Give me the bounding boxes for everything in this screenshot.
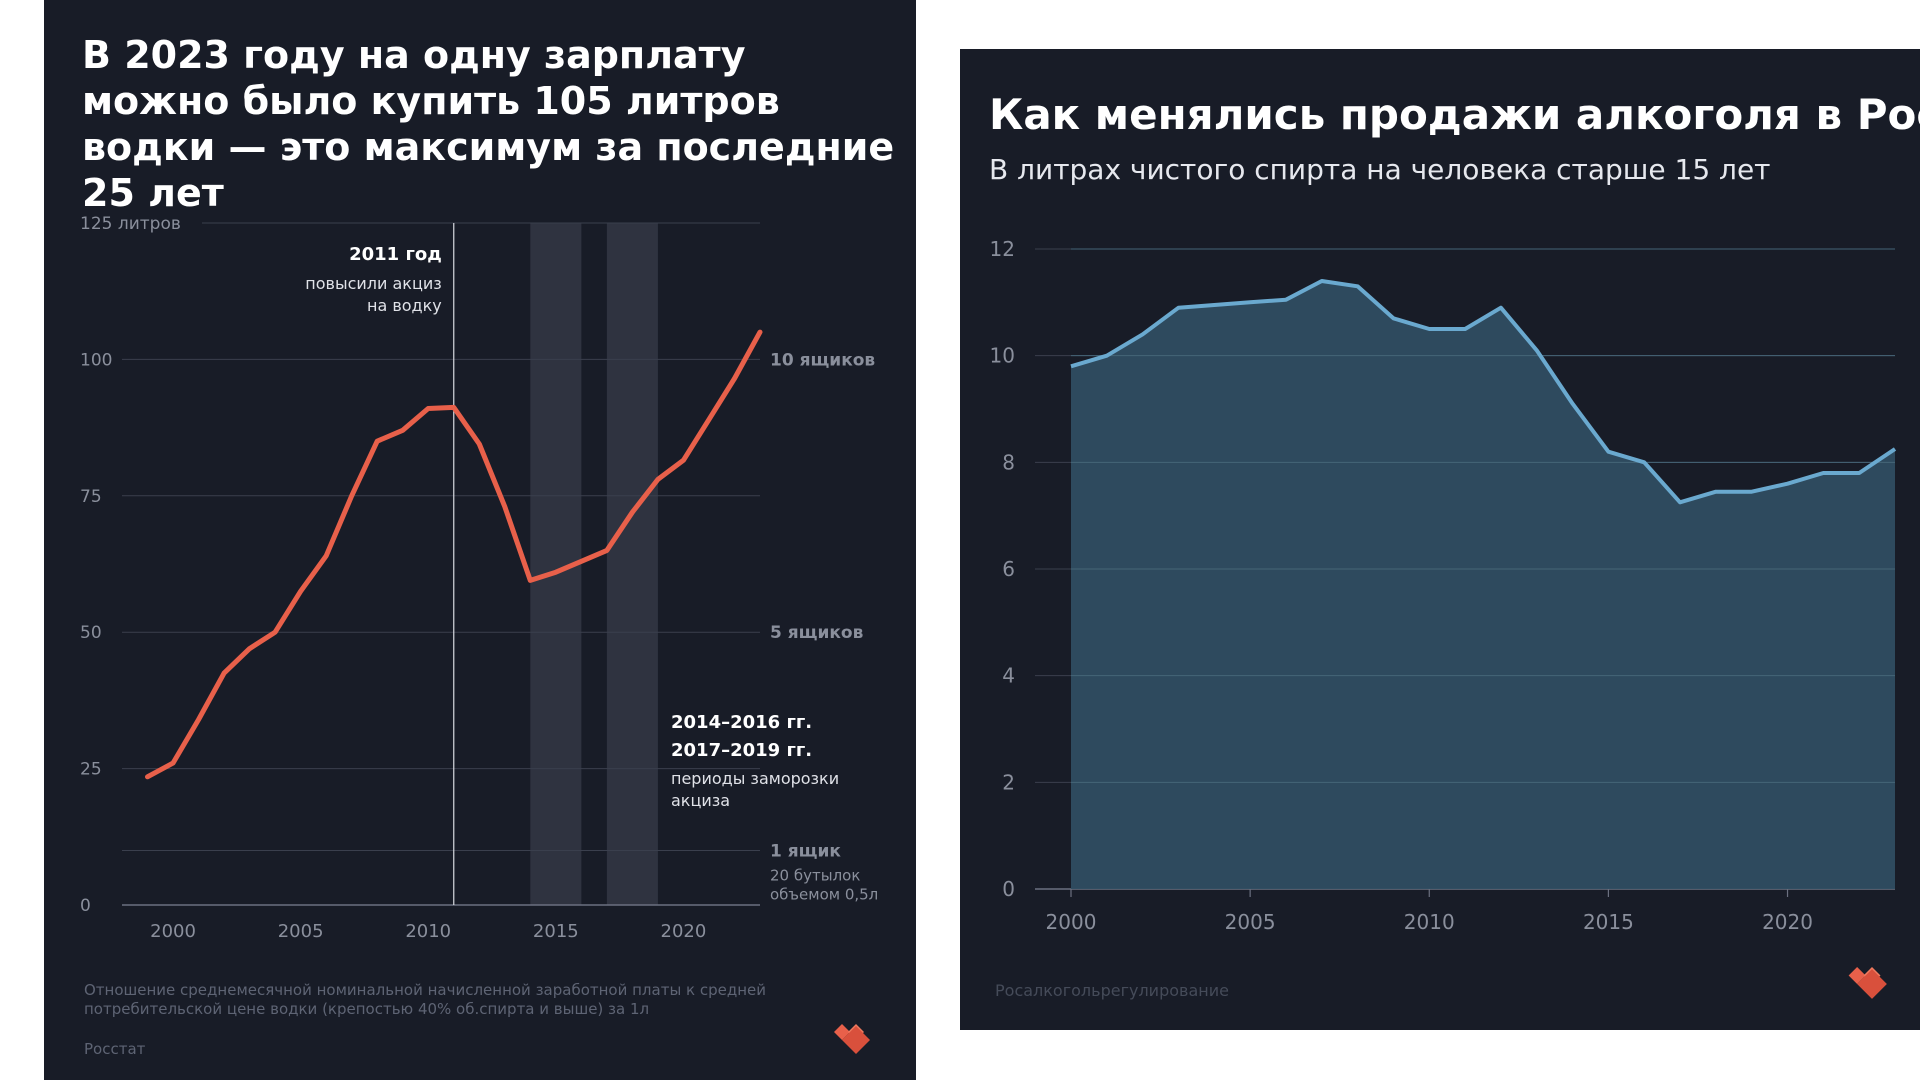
x-tick-label: 2000 [1046,910,1097,934]
left-chart-title: В 2023 году на одну зарплату можно было … [82,33,895,215]
y-tick-label: 100 [80,350,112,370]
y-tick-label: 2 [1002,770,1015,794]
x-tick-label: 2020 [661,921,707,942]
left-chart-note: Отношение среднемесячной номинальной нач… [84,981,767,1018]
y-tick-label: 8 [1002,450,1015,474]
y-tick-label: 12 [990,237,1015,261]
right-axis-label: 5 ящиков [770,623,864,643]
x-tick-label: 2005 [278,921,324,942]
y-axis-top-label: 125 литров [80,214,181,234]
y-tick-label: 25 [80,760,102,780]
y-tick-label: 4 [1002,664,1015,688]
alcohol-sales-area [1071,281,1895,889]
y-tick-label: 50 [80,623,102,643]
x-tick-label: 2000 [150,921,196,942]
y-tick-label: 0 [1002,877,1015,901]
left-chart-svg: 0 25 50 75 100 125 литров 2000 2005 2010 2015 2020… [80,214,878,942]
right-chart-subtitle: В литрах чистого спирта на человека стар… [989,153,1771,186]
x-tick-label: 2010 [1404,910,1455,934]
alcohol-sales-line [1070,279,1897,505]
brand-logo-icon [1848,967,1887,999]
period-annotation-text: периоды заморозки [671,769,839,788]
y-tick-label: 0 [80,896,91,916]
right-axis-sublabel: 20 бутылок [770,866,860,884]
excise-freeze-period-band [606,223,658,905]
x-tick-label: 2020 [1762,910,1813,934]
x-tick-label: 2015 [1583,910,1634,934]
marker-annotation-text: на водку [367,296,442,315]
x-tick-label: 2015 [533,921,579,942]
y-tick-label: 75 [80,487,102,507]
period-annotation-title: 2017–2019 гг. [671,740,812,761]
vodka-liters-line [145,329,763,780]
left-chart-source: Росстат [84,1040,146,1058]
brand-logo-icon [834,1024,870,1054]
right-chart-source: Росалкогольрегулирование [995,981,1229,1000]
left-chart-panel: В 2023 году на одну зарплату можно было … [44,0,916,1080]
marker-annotation-text: повысили акциз [305,274,441,293]
right-chart-svg: 0 2 4 6 8 10 12 2000 2005 2010 2015 2020 [990,237,1897,934]
right-chart-panel: Как менялись продажи алкоголя в России В… [960,49,1920,1030]
x-tick-label: 2010 [405,921,451,942]
period-annotation-title: 2014–2016 гг. [671,712,812,733]
marker-annotation-title: 2011 год [349,244,442,265]
right-axis-label: 1 ящик [770,841,841,861]
y-tick-label: 10 [990,344,1015,368]
y-tick-label: 6 [1002,557,1015,581]
x-tick-label: 2005 [1225,910,1276,934]
right-axis-label: 10 ящиков [770,350,875,370]
period-annotation-text: акциза [671,791,730,810]
right-axis-sublabel: объемом 0,5л [770,885,878,903]
right-chart-title: Как менялись продажи алкоголя в России [989,90,1920,139]
